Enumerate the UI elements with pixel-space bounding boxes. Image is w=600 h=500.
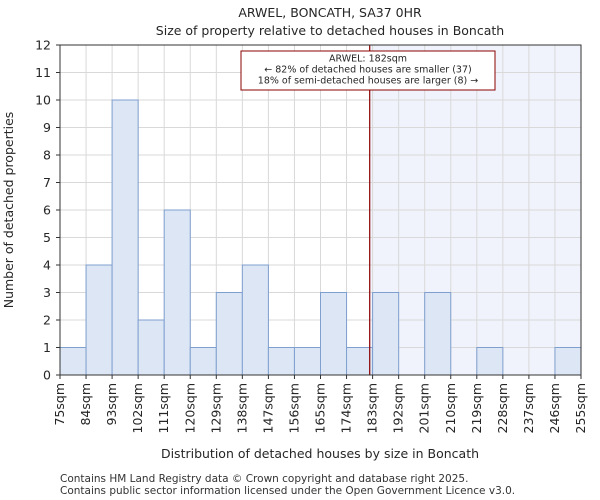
histogram-bar [215,292,243,376]
annotation-line: 18% of semi-detached houses are larger (… [258,76,478,87]
x-tick-label: 255sqm [573,383,588,433]
x-tick-label: 147sqm [260,383,275,433]
histogram-bar [137,319,165,376]
y-tick-label: 5 [43,230,51,245]
histogram-bar [554,347,582,376]
histogram-bar [241,264,269,376]
x-tick-label: 228sqm [495,383,510,433]
footer-attribution: Contains HM Land Registry data © Crown c… [60,473,515,497]
y-tick-label: 10 [35,93,51,108]
x-tick-label: 84sqm [78,383,93,426]
x-tick-label: 75sqm [52,383,67,426]
y-tick-label: 3 [43,285,51,300]
annotation-box [240,50,496,91]
y-tick-label: 8 [43,148,51,163]
annotation-line: ← 82% of detached houses are smaller (37… [264,65,471,76]
footer-line-1: Contains HM Land Registry data © Crown c… [60,473,469,485]
x-tick-label: 192sqm [391,383,406,433]
x-tick-label: 210sqm [443,383,458,433]
histogram-bar [85,264,113,376]
y-tick-label: 6 [43,203,51,218]
histogram-bar [293,347,322,376]
x-tick-label: 174sqm [339,383,354,433]
x-tick-label: 120sqm [182,383,197,433]
x-axis-label: Distribution of detached houses by size … [161,446,479,461]
y-tick-label: 1 [43,340,51,355]
histogram-bar [320,292,348,376]
histogram-bar [189,347,217,376]
y-tick-label: 4 [43,258,51,273]
x-tick-label: 237sqm [521,383,536,433]
x-tick-label: 102sqm [130,383,145,433]
histogram-bar [372,292,400,376]
y-tick-label: 11 [35,65,51,80]
histogram-bar [111,99,139,376]
histogram-bar [476,347,504,376]
footer-line-2: Contains public sector information licen… [60,485,516,497]
x-tick-label: 246sqm [547,383,562,433]
histogram-bar [424,292,452,376]
chart-subtitle: Size of property relative to detached ho… [156,23,504,38]
x-tick-label: 111sqm [156,383,171,433]
y-tick-label: 2 [43,313,51,328]
x-tick-label: 156sqm [286,383,301,433]
chart-title: ARWEL, BONCATH, SA37 0HR [238,5,422,20]
y-axis-label: Number of detached properties [1,112,16,309]
x-tick-label: 183sqm [365,383,380,433]
x-tick-label: 93sqm [104,383,119,426]
histogram-bar [267,347,295,376]
histogram-bar [346,347,374,376]
x-tick-label: 201sqm [417,383,432,433]
x-tick-label: 219sqm [469,383,484,433]
x-tick-label: 129sqm [208,383,223,433]
x-tick-label: 138sqm [234,383,249,433]
y-tick-label: 12 [35,38,51,53]
x-tick-label: 165sqm [313,383,328,433]
histogram-bar [163,209,191,376]
y-tick-label: 9 [43,120,51,135]
annotation-line: ARWEL: 182sqm [329,54,407,65]
histogram-bar [59,347,87,376]
y-tick-label: 0 [43,368,51,383]
y-tick-label: 7 [43,175,51,190]
